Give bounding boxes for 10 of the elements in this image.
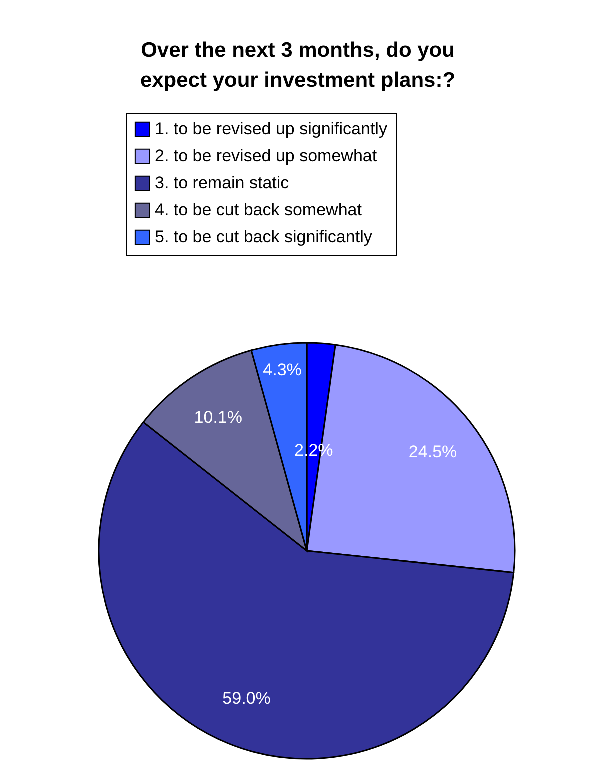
legend-label: 1. to be revised up significantly xyxy=(155,120,388,138)
legend-label: 4. to be cut back somewhat xyxy=(155,200,362,220)
data-label: 10.1% xyxy=(194,408,242,427)
data-label: 24.5% xyxy=(408,442,458,462)
legend-label: 2. to be revised up somewhat xyxy=(155,146,378,166)
chart-title: Over the next 3 months, do you expect your investment plans:? xyxy=(140,39,456,92)
legend-label: 3. to remain static xyxy=(155,174,290,192)
legend-label: 5. to be cut back significantly xyxy=(155,228,373,246)
data-label: 4.3% xyxy=(263,360,302,380)
data-label: 59.0% xyxy=(222,689,271,708)
